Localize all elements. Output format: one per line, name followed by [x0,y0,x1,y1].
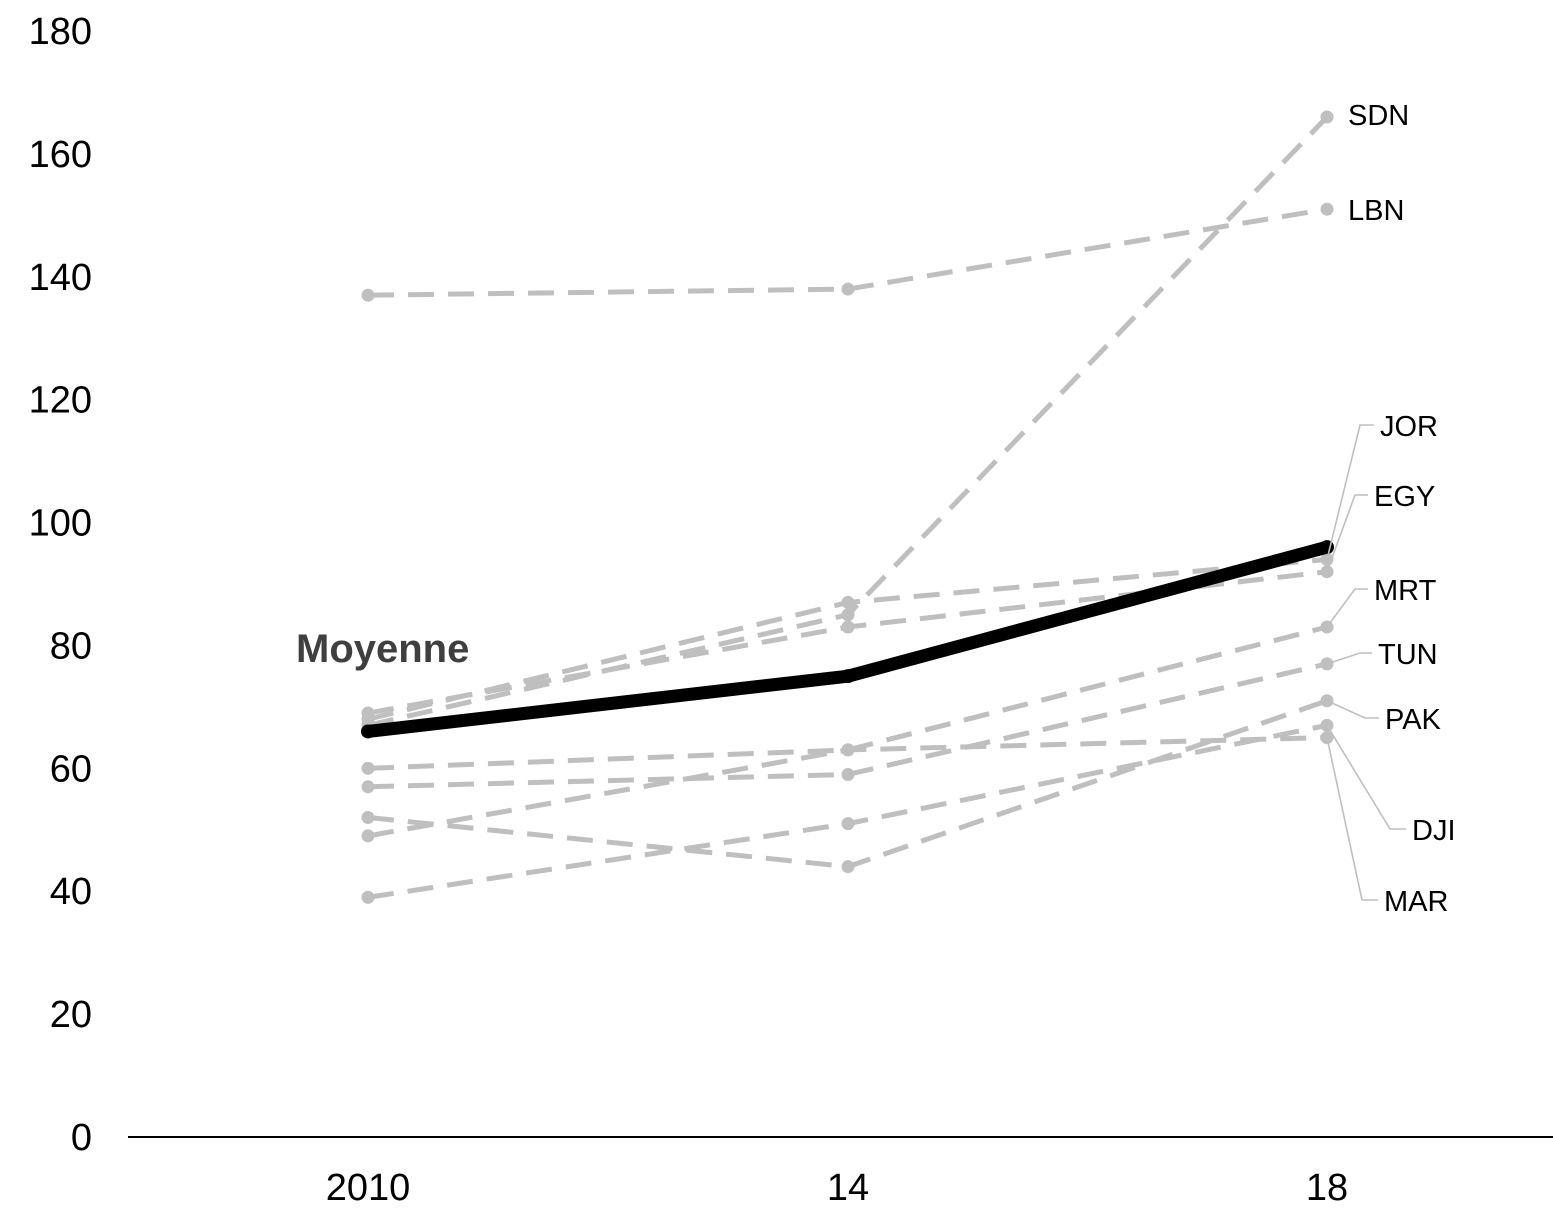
x-axis-ticks: 2010 14 18 [326,1167,1348,1208]
leader-line-dji [1327,725,1406,829]
series-line-sdn [368,117,1327,725]
series-point-mar-2010 [362,829,375,842]
average-label: Moyenne [296,627,469,671]
series-label-mrt: MRT [1374,575,1437,607]
y-tick-label-60: 60 [50,748,92,790]
series-point-sdn-18 [1321,111,1334,124]
series-point-lbn-18 [1321,203,1334,216]
series-label-lbn: LBN [1348,195,1404,227]
y-tick-label-120: 120 [29,380,92,422]
series-point-mrt-2010 [362,762,375,775]
y-tick-label-140: 140 [29,257,92,299]
y-tick-label-100: 100 [29,503,92,545]
leader-line-mrt [1327,589,1368,627]
series-line-lbn [368,209,1327,295]
series-point-sdn-14 [842,608,855,621]
leader-line-mar [1327,738,1378,900]
series-label-pak: PAK [1385,704,1442,736]
series-point-tun-14 [842,768,855,781]
y-tick-label-40: 40 [50,871,92,913]
y-tick-label-20: 20 [50,994,92,1036]
average-line [368,547,1327,731]
series-label-tun: TUN [1378,639,1438,671]
series-point-mar-14 [842,743,855,756]
x-tick-label-18: 18 [1306,1167,1348,1208]
series-point-tun-2010 [362,780,375,793]
leader-line-pak [1327,701,1379,718]
average-point-2010 [361,724,375,738]
y-tick-label-0: 0 [71,1117,92,1159]
series-point-dji-2010 [362,891,375,904]
leader-line-tun [1327,653,1372,664]
series-point-lbn-2010 [362,289,375,302]
series-label-jor: JOR [1380,411,1438,443]
series-point-lbn-14 [842,283,855,296]
leader-line-jor [1327,425,1374,559]
series-point-pak-2010 [362,811,375,824]
average-series: Moyenne [296,540,1334,738]
x-tick-label-2010: 2010 [326,1167,411,1208]
series-label-dji: DJI [1412,815,1456,847]
y-axis-ticks: 0 20 40 60 80 100 120 140 160 180 [29,11,92,1159]
series-labels: SDN LBN JOR EGY MRT TUN PAK DJI MAR [1327,100,1456,918]
y-tick-label-160: 160 [29,134,92,176]
x-tick-label-14: 14 [827,1167,869,1208]
series-line-egy [368,572,1327,713]
y-tick-label-80: 80 [50,625,92,667]
series-point-dji-14 [842,817,855,830]
series-label-egy: EGY [1374,481,1435,513]
series-point-jor-14 [842,596,855,609]
series-label-mar: MAR [1384,886,1448,918]
series-point-pak-14 [842,860,855,873]
series-point-egy-14 [842,621,855,634]
series-point-egy-2010 [362,707,375,720]
y-tick-label-180: 180 [29,11,92,53]
series-label-sdn: SDN [1348,100,1409,132]
average-point-14 [841,669,855,683]
country-series [362,111,1334,904]
